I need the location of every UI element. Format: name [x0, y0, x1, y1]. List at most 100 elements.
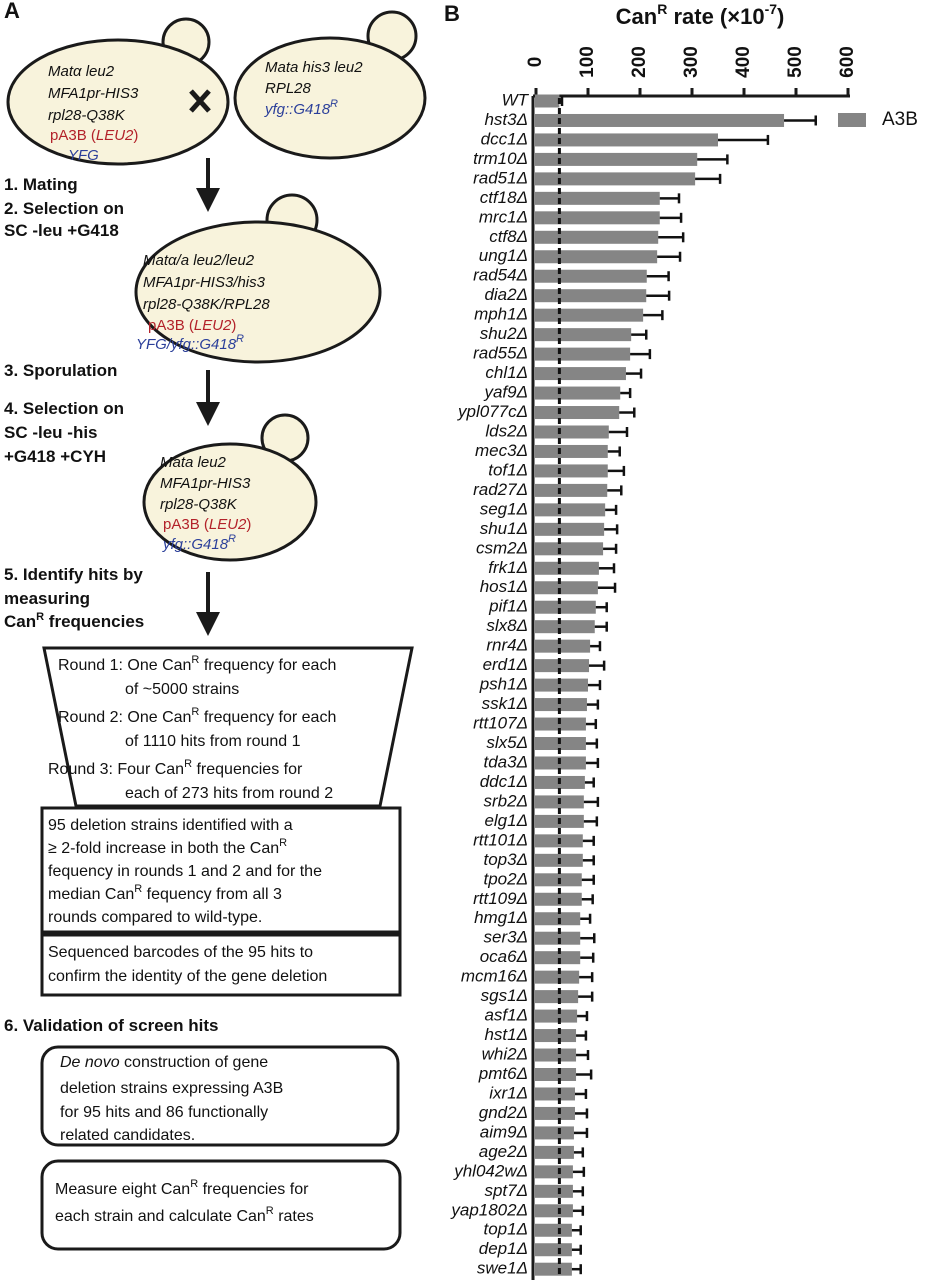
diagram-text: Matα/a leu2/leu2: [143, 252, 255, 269]
text-run: each strain and calculate Can: [55, 1208, 266, 1225]
text-run: MFA1pr-HIS3/his3: [143, 274, 266, 291]
error-bar: [575, 1088, 588, 1099]
error-bar: [576, 1030, 588, 1041]
error-bar: [581, 894, 594, 905]
diagram-text: confirm the identity of the gene deletio…: [48, 968, 327, 985]
bar: [535, 1243, 572, 1257]
rounded-box: [40, 1159, 402, 1251]
y-tick-label: yap1802Δ: [450, 1200, 528, 1219]
bar: [535, 620, 595, 634]
diagram-text: of 1110 hits from round 1: [125, 733, 301, 750]
y-tick-label: rad55Δ: [473, 344, 528, 363]
y-tick-label: elg1Δ: [484, 811, 528, 830]
error-bar: [580, 913, 592, 924]
text-run: Round 1: One Can: [58, 657, 191, 674]
text-run: 6. Validation of screen hits: [4, 1016, 218, 1035]
bar: [535, 483, 608, 497]
text-run: 1. Mating: [4, 175, 78, 194]
bar: [535, 444, 608, 458]
bar: [535, 1087, 575, 1101]
bar: [535, 542, 604, 556]
diagram-text: Round 3: Four CanR frequencies for: [48, 758, 303, 778]
y-tick-label: pif1Δ: [488, 597, 528, 616]
text-run: for 95 hits and 86 functionally: [60, 1104, 268, 1121]
bar: [535, 1204, 573, 1218]
error-bar: [607, 485, 623, 496]
error-bar: [630, 349, 652, 360]
bar: [535, 230, 659, 244]
text-run: SC -leu -his: [4, 423, 98, 442]
bar: [535, 678, 588, 692]
error-bar: [646, 290, 671, 301]
bar: [535, 152, 698, 166]
error-bar: [571, 1225, 582, 1236]
text-run: rpl28-Q38K: [160, 496, 238, 513]
text-run: MFA1pr-HIS3: [160, 475, 251, 492]
y-tick-label: age2Δ: [479, 1142, 528, 1161]
bar: [535, 1262, 572, 1276]
text-run: construction of gene: [120, 1054, 269, 1071]
bar: [535, 269, 647, 283]
bar: [535, 990, 579, 1004]
error-bar: [572, 1205, 585, 1216]
diagram-text: MFA1pr-HIS3/his3: [143, 274, 266, 291]
y-tick-label: shu2Δ: [480, 324, 528, 343]
y-tick-label: chl1Δ: [485, 363, 528, 382]
bar: [535, 113, 785, 127]
y-tick-label: mrc1Δ: [479, 207, 528, 226]
y-tick-label: rtt109Δ: [473, 889, 528, 908]
y-tick-label: ser3Δ: [484, 928, 528, 947]
y-tick-label: ykl136wΔ: [454, 1278, 528, 1280]
bar: [535, 211, 660, 225]
y-tick-label: psh1Δ: [479, 675, 528, 694]
error-bar: [573, 1127, 589, 1138]
diagram-text: SC -leu +G418: [4, 221, 119, 240]
text-run: deletion strains expressing A3B: [60, 1080, 283, 1097]
bar: [535, 659, 590, 673]
text-run: R: [191, 654, 199, 666]
bar: [535, 951, 581, 965]
y-tick-label: tpo2Δ: [484, 869, 529, 888]
error-bar: [608, 426, 629, 437]
y-tick-label: rnr4Δ: [486, 636, 528, 655]
y-tick-label: yhl042wΔ: [453, 1161, 528, 1180]
y-tick-label: trm10Δ: [473, 149, 528, 168]
diagram-text: pA3B (LEU2): [163, 516, 251, 533]
bar: [535, 406, 620, 420]
y-tick-label: mec3Δ: [475, 441, 528, 460]
bar: [535, 386, 621, 400]
x-tick-label: 100: [577, 46, 598, 78]
box: [40, 933, 402, 997]
panel-label: B: [444, 1, 460, 26]
rounded-box: [40, 1045, 400, 1147]
text-run: Matα/a leu2/leu2: [143, 252, 255, 269]
text-run: LEU2: [209, 516, 247, 533]
y-tick-label: top3Δ: [484, 850, 529, 869]
diagram-text: rpl28-Q38K/RPL28: [143, 296, 270, 313]
text-run: rpl28-Q38K/RPL28: [143, 296, 270, 313]
y-tick-label: rad54Δ: [473, 266, 528, 285]
bar: [535, 191, 660, 205]
y-tick-label: WT: [502, 90, 530, 109]
diagram-text: each strain and calculate CanR rates: [55, 1205, 314, 1225]
diagram-text: rpl28-Q38K: [48, 107, 126, 124]
y-tick-label: ddc1Δ: [480, 772, 528, 791]
y-tick-label: whi2Δ: [482, 1045, 528, 1064]
y-tick-label: swe1Δ: [477, 1259, 528, 1278]
text-run: Round 2: One Can: [58, 709, 191, 726]
diagram-text: ≥ 2-fold increase in both the CanR: [48, 837, 287, 857]
bar: [535, 172, 696, 186]
text-run: R: [134, 883, 142, 895]
y-tick-label: oca6Δ: [480, 947, 528, 966]
diagram-text: De novo construction of gene: [60, 1054, 268, 1071]
y-tick-label: top1Δ: [484, 1220, 529, 1239]
text-run: fequency in rounds 1 and 2 and for the: [48, 863, 322, 880]
error-bar: [631, 329, 648, 340]
y-tick-label: ypl077cΔ: [457, 402, 528, 421]
x-tick-label: 500: [785, 46, 806, 78]
text-run: pA3B (: [148, 317, 194, 334]
bar: [535, 561, 599, 575]
y-tick-label: spt7Δ: [484, 1181, 528, 1200]
